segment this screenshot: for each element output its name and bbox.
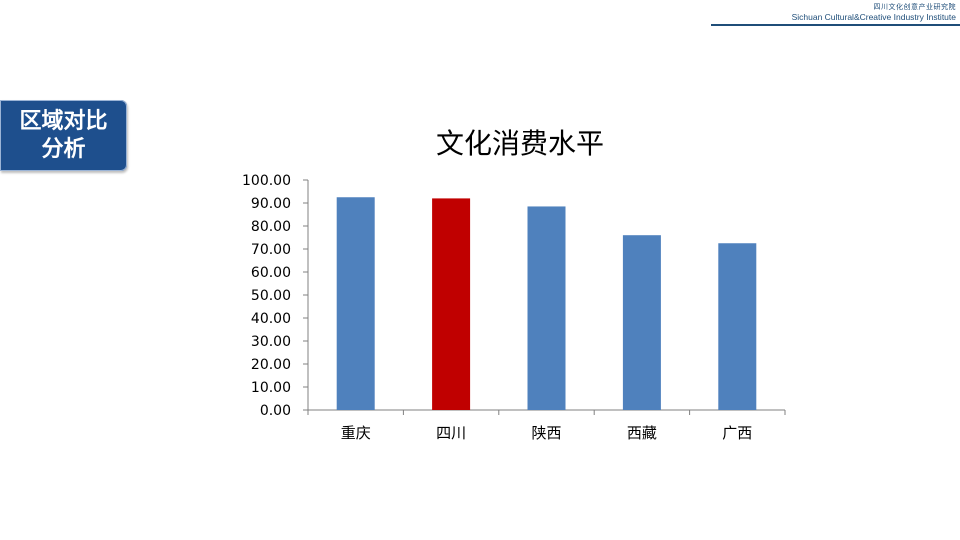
bar [432, 198, 471, 410]
org-name-english: Sichuan Cultural&Creative Industry Insti… [791, 12, 956, 22]
section-badge: 区域对比 分析 [0, 100, 127, 171]
y-tick-label: 90.00 [251, 196, 291, 212]
section-badge-line1: 区域对比 [19, 108, 108, 134]
bar [336, 197, 375, 410]
x-category-label: 西藏 [627, 424, 657, 442]
section-badge-line2: 分析 [41, 136, 86, 162]
y-tick-label: 80.00 [251, 219, 291, 235]
x-category-label: 四川 [436, 424, 466, 442]
header-divider [711, 24, 960, 26]
chart-title: 文化消费水平 [435, 127, 604, 160]
y-tick-label: 30.00 [251, 334, 291, 350]
y-tick-label: 60.00 [251, 265, 291, 281]
y-tick-label: 20.00 [251, 357, 291, 373]
x-category-label: 广西 [722, 424, 752, 442]
x-category-label: 重庆 [341, 424, 371, 442]
y-tick-label: 10.00 [251, 380, 291, 396]
bar [622, 235, 661, 410]
header-block: 四川文化创意产业研究院 Sichuan Cultural&Creative In… [792, 3, 956, 22]
y-tick-label: 40.00 [251, 311, 291, 327]
bar [527, 206, 566, 410]
y-tick-label: 0.00 [260, 403, 291, 419]
bar [718, 243, 757, 410]
y-tick-label: 50.00 [251, 288, 291, 304]
y-tick-label: 100.00 [242, 173, 291, 189]
y-tick-label: 70.00 [251, 242, 291, 258]
org-name-chinese: 四川文化创意产业研究院 [873, 4, 956, 11]
x-category-label: 陕西 [531, 424, 561, 442]
